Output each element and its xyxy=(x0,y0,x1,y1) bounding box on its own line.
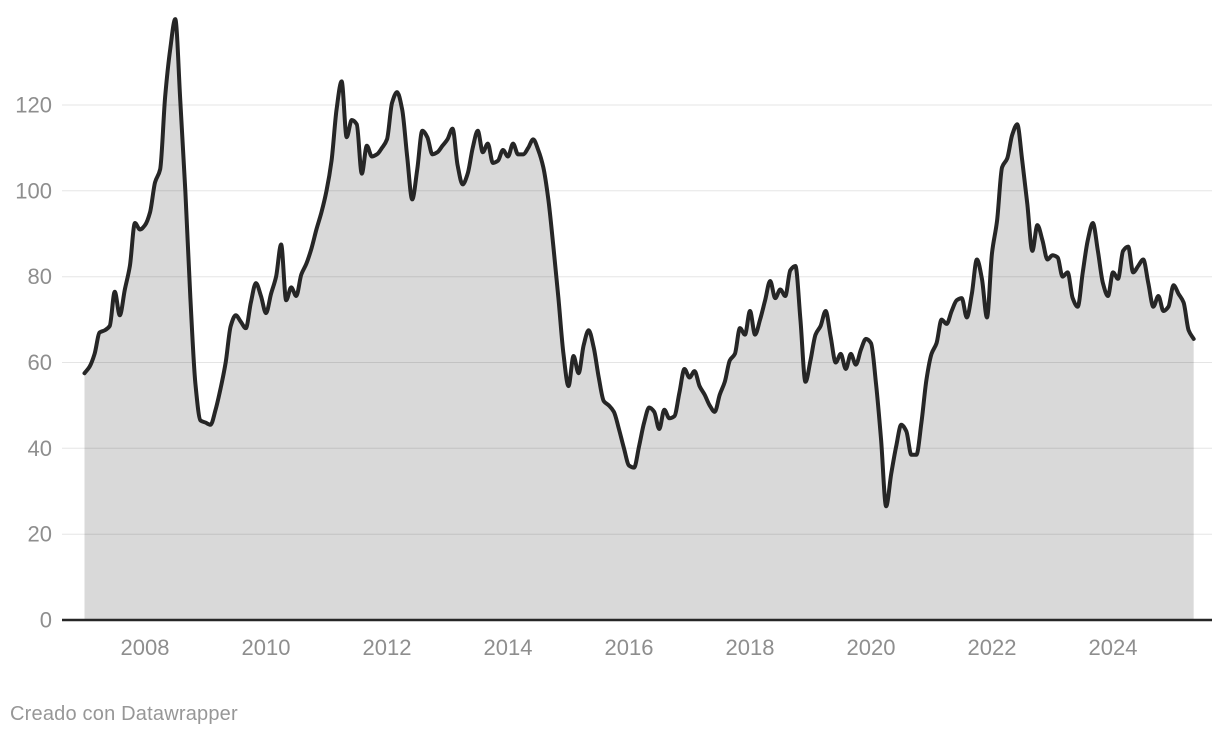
x-tick-label-2014: 2014 xyxy=(484,635,533,660)
x-tick-label-2018: 2018 xyxy=(726,635,775,660)
y-tick-label-80: 80 xyxy=(28,264,52,289)
y-tick-label-0: 0 xyxy=(40,608,52,633)
y-tick-label-120: 120 xyxy=(15,93,52,118)
x-tick-label-2020: 2020 xyxy=(847,635,896,660)
attribution-text: Creado con Datawrapper xyxy=(10,703,238,725)
x-tick-label-2008: 2008 xyxy=(121,635,170,660)
x-tick-label-2010: 2010 xyxy=(242,635,291,660)
x-tick-label-2022: 2022 xyxy=(968,635,1017,660)
y-tick-label-60: 60 xyxy=(28,350,52,375)
x-tick-label-2024: 2024 xyxy=(1089,635,1138,660)
x-tick-label-2016: 2016 xyxy=(605,635,654,660)
y-tick-label-100: 100 xyxy=(15,178,52,203)
x-tick-label-2012: 2012 xyxy=(363,635,412,660)
area-fill xyxy=(84,19,1194,621)
y-tick-label-40: 40 xyxy=(28,436,52,461)
series-line xyxy=(82,17,1196,509)
y-tick-label-20: 20 xyxy=(28,522,52,547)
